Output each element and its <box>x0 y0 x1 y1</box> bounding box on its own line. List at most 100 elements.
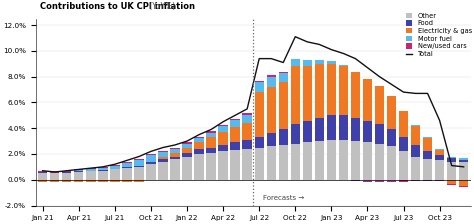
Bar <box>266 75 276 77</box>
Bar <box>194 154 204 180</box>
Bar <box>146 162 155 164</box>
Bar <box>219 126 228 132</box>
Bar <box>255 92 264 137</box>
Bar <box>435 155 444 160</box>
Bar <box>375 124 384 144</box>
Bar <box>363 79 372 121</box>
Bar <box>315 141 324 180</box>
Bar <box>146 155 155 162</box>
Bar <box>423 180 432 181</box>
Bar <box>399 151 408 180</box>
Bar <box>110 169 119 180</box>
Bar <box>327 140 336 180</box>
Bar <box>279 129 288 145</box>
Bar <box>387 96 396 129</box>
Text: (YoY%): (YoY%) <box>40 2 175 11</box>
Bar <box>194 138 204 142</box>
Bar <box>50 180 59 182</box>
Bar <box>375 144 384 180</box>
Bar <box>62 180 72 182</box>
Bar <box>266 77 276 87</box>
Bar <box>302 142 312 180</box>
Bar <box>435 150 444 155</box>
Bar <box>206 148 216 153</box>
Bar <box>206 131 216 133</box>
Bar <box>122 168 132 180</box>
Bar <box>98 168 108 170</box>
Bar <box>459 160 468 162</box>
Bar <box>315 118 324 141</box>
Bar <box>230 118 240 120</box>
Bar <box>279 82 288 129</box>
Bar <box>194 137 204 138</box>
Bar <box>62 172 72 173</box>
Bar <box>206 153 216 180</box>
Bar <box>363 121 372 142</box>
Bar <box>170 157 180 159</box>
Bar <box>62 171 72 172</box>
Bar <box>315 64 324 118</box>
Bar <box>194 142 204 149</box>
Bar <box>170 148 180 149</box>
Bar <box>110 180 119 182</box>
Bar <box>327 115 336 140</box>
Bar <box>363 181 372 182</box>
Bar <box>423 137 432 138</box>
Bar <box>38 180 47 182</box>
Bar <box>182 148 191 153</box>
Bar <box>243 115 252 123</box>
Legend: Other, Food, Electricity & gas, Motor fuel, New/used cars, Total: Other, Food, Electricity & gas, Motor fu… <box>406 13 472 57</box>
Bar <box>110 166 119 169</box>
Bar <box>86 180 96 182</box>
Bar <box>411 125 420 126</box>
Bar <box>182 142 191 144</box>
Bar <box>411 145 420 157</box>
Bar <box>375 180 384 181</box>
Bar <box>315 60 324 64</box>
Bar <box>339 115 348 140</box>
Bar <box>122 162 132 163</box>
Bar <box>110 165 119 166</box>
Bar <box>435 180 444 181</box>
Bar <box>134 166 144 167</box>
Bar <box>302 121 312 142</box>
Bar <box>459 180 468 185</box>
Bar <box>38 171 47 172</box>
Bar <box>170 149 180 153</box>
Bar <box>423 159 432 180</box>
Bar <box>339 66 348 115</box>
Bar <box>351 71 360 118</box>
Bar <box>351 141 360 180</box>
Bar <box>182 144 191 148</box>
Bar <box>134 160 144 166</box>
Bar <box>219 132 228 145</box>
Bar <box>447 162 456 180</box>
Bar <box>327 64 336 115</box>
Bar <box>230 150 240 180</box>
Bar <box>411 126 420 145</box>
Bar <box>387 180 396 181</box>
Bar <box>230 127 240 142</box>
Bar <box>266 133 276 146</box>
Bar <box>327 61 336 64</box>
Bar <box>38 173 47 180</box>
Bar <box>243 123 252 140</box>
Bar <box>255 82 264 92</box>
Bar <box>158 159 168 162</box>
Bar <box>387 146 396 180</box>
Bar <box>146 164 155 180</box>
Bar <box>447 157 456 158</box>
Bar <box>170 159 180 180</box>
Bar <box>447 180 456 184</box>
Bar <box>279 145 288 180</box>
Bar <box>363 142 372 180</box>
Bar <box>219 151 228 180</box>
Bar <box>194 149 204 154</box>
Bar <box>134 167 144 180</box>
Bar <box>351 180 360 181</box>
Bar <box>170 153 180 157</box>
Bar <box>38 172 47 173</box>
Bar <box>266 87 276 133</box>
Bar <box>146 154 155 155</box>
Bar <box>98 171 108 180</box>
